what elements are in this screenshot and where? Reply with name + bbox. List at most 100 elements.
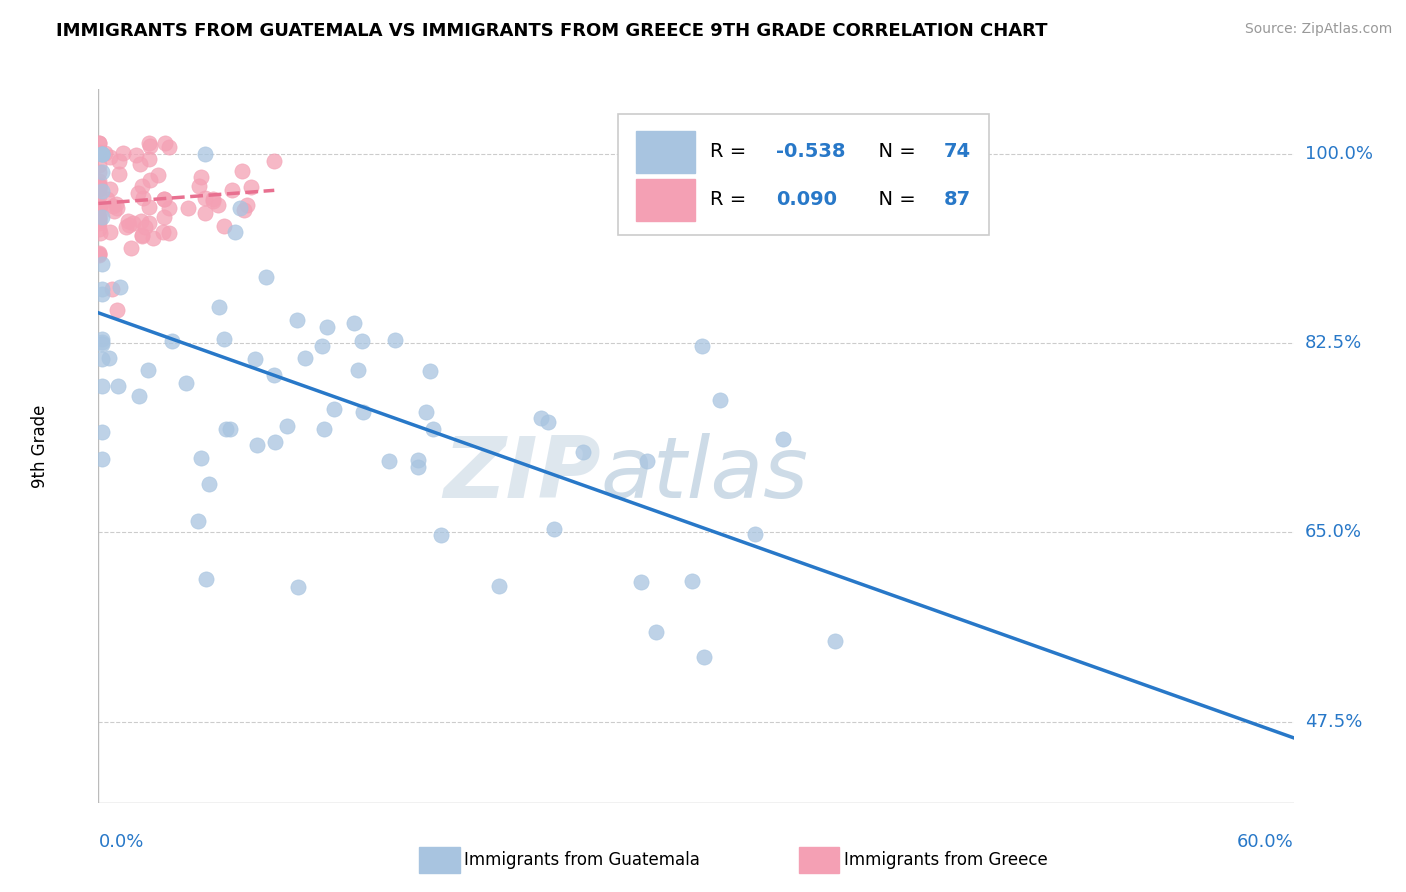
Point bbox=[644, 625, 666, 640]
Point bbox=[194, 191, 217, 205]
Point bbox=[287, 580, 309, 594]
Point bbox=[384, 333, 406, 347]
Point bbox=[187, 514, 209, 528]
Point bbox=[744, 526, 766, 541]
Point bbox=[350, 334, 373, 348]
Point bbox=[219, 421, 242, 435]
Point bbox=[91, 147, 114, 161]
Text: 47.5%: 47.5% bbox=[1305, 713, 1362, 731]
Point bbox=[89, 211, 111, 226]
Text: 65.0%: 65.0% bbox=[1305, 524, 1361, 541]
Point bbox=[157, 226, 180, 240]
Point bbox=[89, 222, 111, 236]
Point bbox=[105, 302, 128, 317]
Text: Source: ZipAtlas.com: Source: ZipAtlas.com bbox=[1244, 22, 1392, 37]
Point bbox=[138, 216, 160, 230]
Point bbox=[422, 422, 444, 436]
Point bbox=[89, 165, 111, 179]
Point bbox=[91, 184, 114, 198]
Point bbox=[89, 247, 111, 261]
Point bbox=[89, 201, 111, 215]
Point bbox=[316, 319, 339, 334]
Text: IMMIGRANTS FROM GUATEMALA VS IMMIGRANTS FROM GREECE 9TH GRADE CORRELATION CHART: IMMIGRANTS FROM GUATEMALA VS IMMIGRANTS … bbox=[56, 22, 1047, 40]
Text: N =: N = bbox=[866, 191, 922, 210]
Point bbox=[108, 167, 131, 181]
Point bbox=[89, 226, 111, 240]
Text: 87: 87 bbox=[943, 191, 970, 210]
Point bbox=[128, 157, 150, 171]
Point bbox=[408, 453, 430, 467]
Point bbox=[207, 198, 229, 212]
Point bbox=[91, 286, 114, 301]
Point bbox=[152, 225, 174, 239]
Point bbox=[91, 452, 114, 467]
Point bbox=[174, 376, 197, 390]
Point bbox=[208, 300, 231, 314]
Point bbox=[294, 351, 316, 365]
Point bbox=[235, 198, 257, 212]
Point bbox=[117, 213, 139, 227]
Point bbox=[91, 211, 114, 225]
Point bbox=[243, 352, 266, 367]
Text: R =: R = bbox=[710, 143, 752, 161]
Point bbox=[246, 437, 269, 451]
Point bbox=[153, 192, 176, 206]
Point bbox=[263, 368, 285, 383]
Point bbox=[176, 201, 198, 215]
Point bbox=[131, 214, 153, 228]
Point bbox=[231, 164, 253, 178]
Point bbox=[89, 173, 111, 187]
Point bbox=[343, 316, 366, 330]
Point bbox=[107, 154, 129, 169]
Point bbox=[138, 136, 160, 151]
Point bbox=[537, 416, 560, 430]
Point bbox=[543, 522, 565, 536]
Point bbox=[91, 147, 114, 161]
Point bbox=[107, 379, 129, 393]
Text: Immigrants from Greece: Immigrants from Greece bbox=[844, 851, 1047, 869]
Text: 9th Grade: 9th Grade bbox=[31, 404, 49, 488]
Point bbox=[153, 192, 176, 206]
Point bbox=[91, 379, 114, 393]
Point bbox=[215, 422, 238, 436]
Point bbox=[89, 248, 111, 262]
Point bbox=[194, 206, 217, 220]
Point bbox=[124, 148, 146, 162]
Point bbox=[122, 216, 145, 230]
Point bbox=[430, 528, 453, 542]
Point bbox=[101, 282, 124, 296]
Point bbox=[188, 179, 211, 194]
Point bbox=[89, 136, 111, 151]
Point bbox=[153, 211, 176, 225]
Point bbox=[96, 193, 118, 207]
Point bbox=[198, 477, 221, 491]
Point bbox=[194, 572, 217, 586]
Point bbox=[103, 199, 125, 213]
Point bbox=[263, 153, 285, 168]
Point bbox=[89, 178, 111, 192]
Point bbox=[254, 270, 277, 285]
Point bbox=[105, 197, 128, 211]
Point bbox=[159, 202, 181, 216]
Point bbox=[91, 425, 114, 440]
FancyBboxPatch shape bbox=[619, 114, 988, 235]
Point bbox=[89, 214, 111, 228]
Point bbox=[89, 211, 111, 225]
Point bbox=[709, 392, 731, 407]
Point bbox=[690, 338, 713, 352]
Point bbox=[89, 180, 111, 194]
Point bbox=[105, 201, 128, 215]
Point bbox=[190, 170, 212, 185]
Point bbox=[415, 405, 437, 419]
Point bbox=[221, 183, 243, 197]
Point bbox=[212, 219, 235, 234]
Point bbox=[136, 362, 159, 376]
Point bbox=[89, 158, 111, 172]
Point bbox=[264, 435, 287, 450]
Point bbox=[378, 454, 401, 468]
Point bbox=[89, 145, 111, 160]
Point bbox=[94, 145, 117, 160]
Point bbox=[91, 336, 114, 351]
Point bbox=[89, 189, 111, 203]
Point bbox=[91, 332, 114, 346]
